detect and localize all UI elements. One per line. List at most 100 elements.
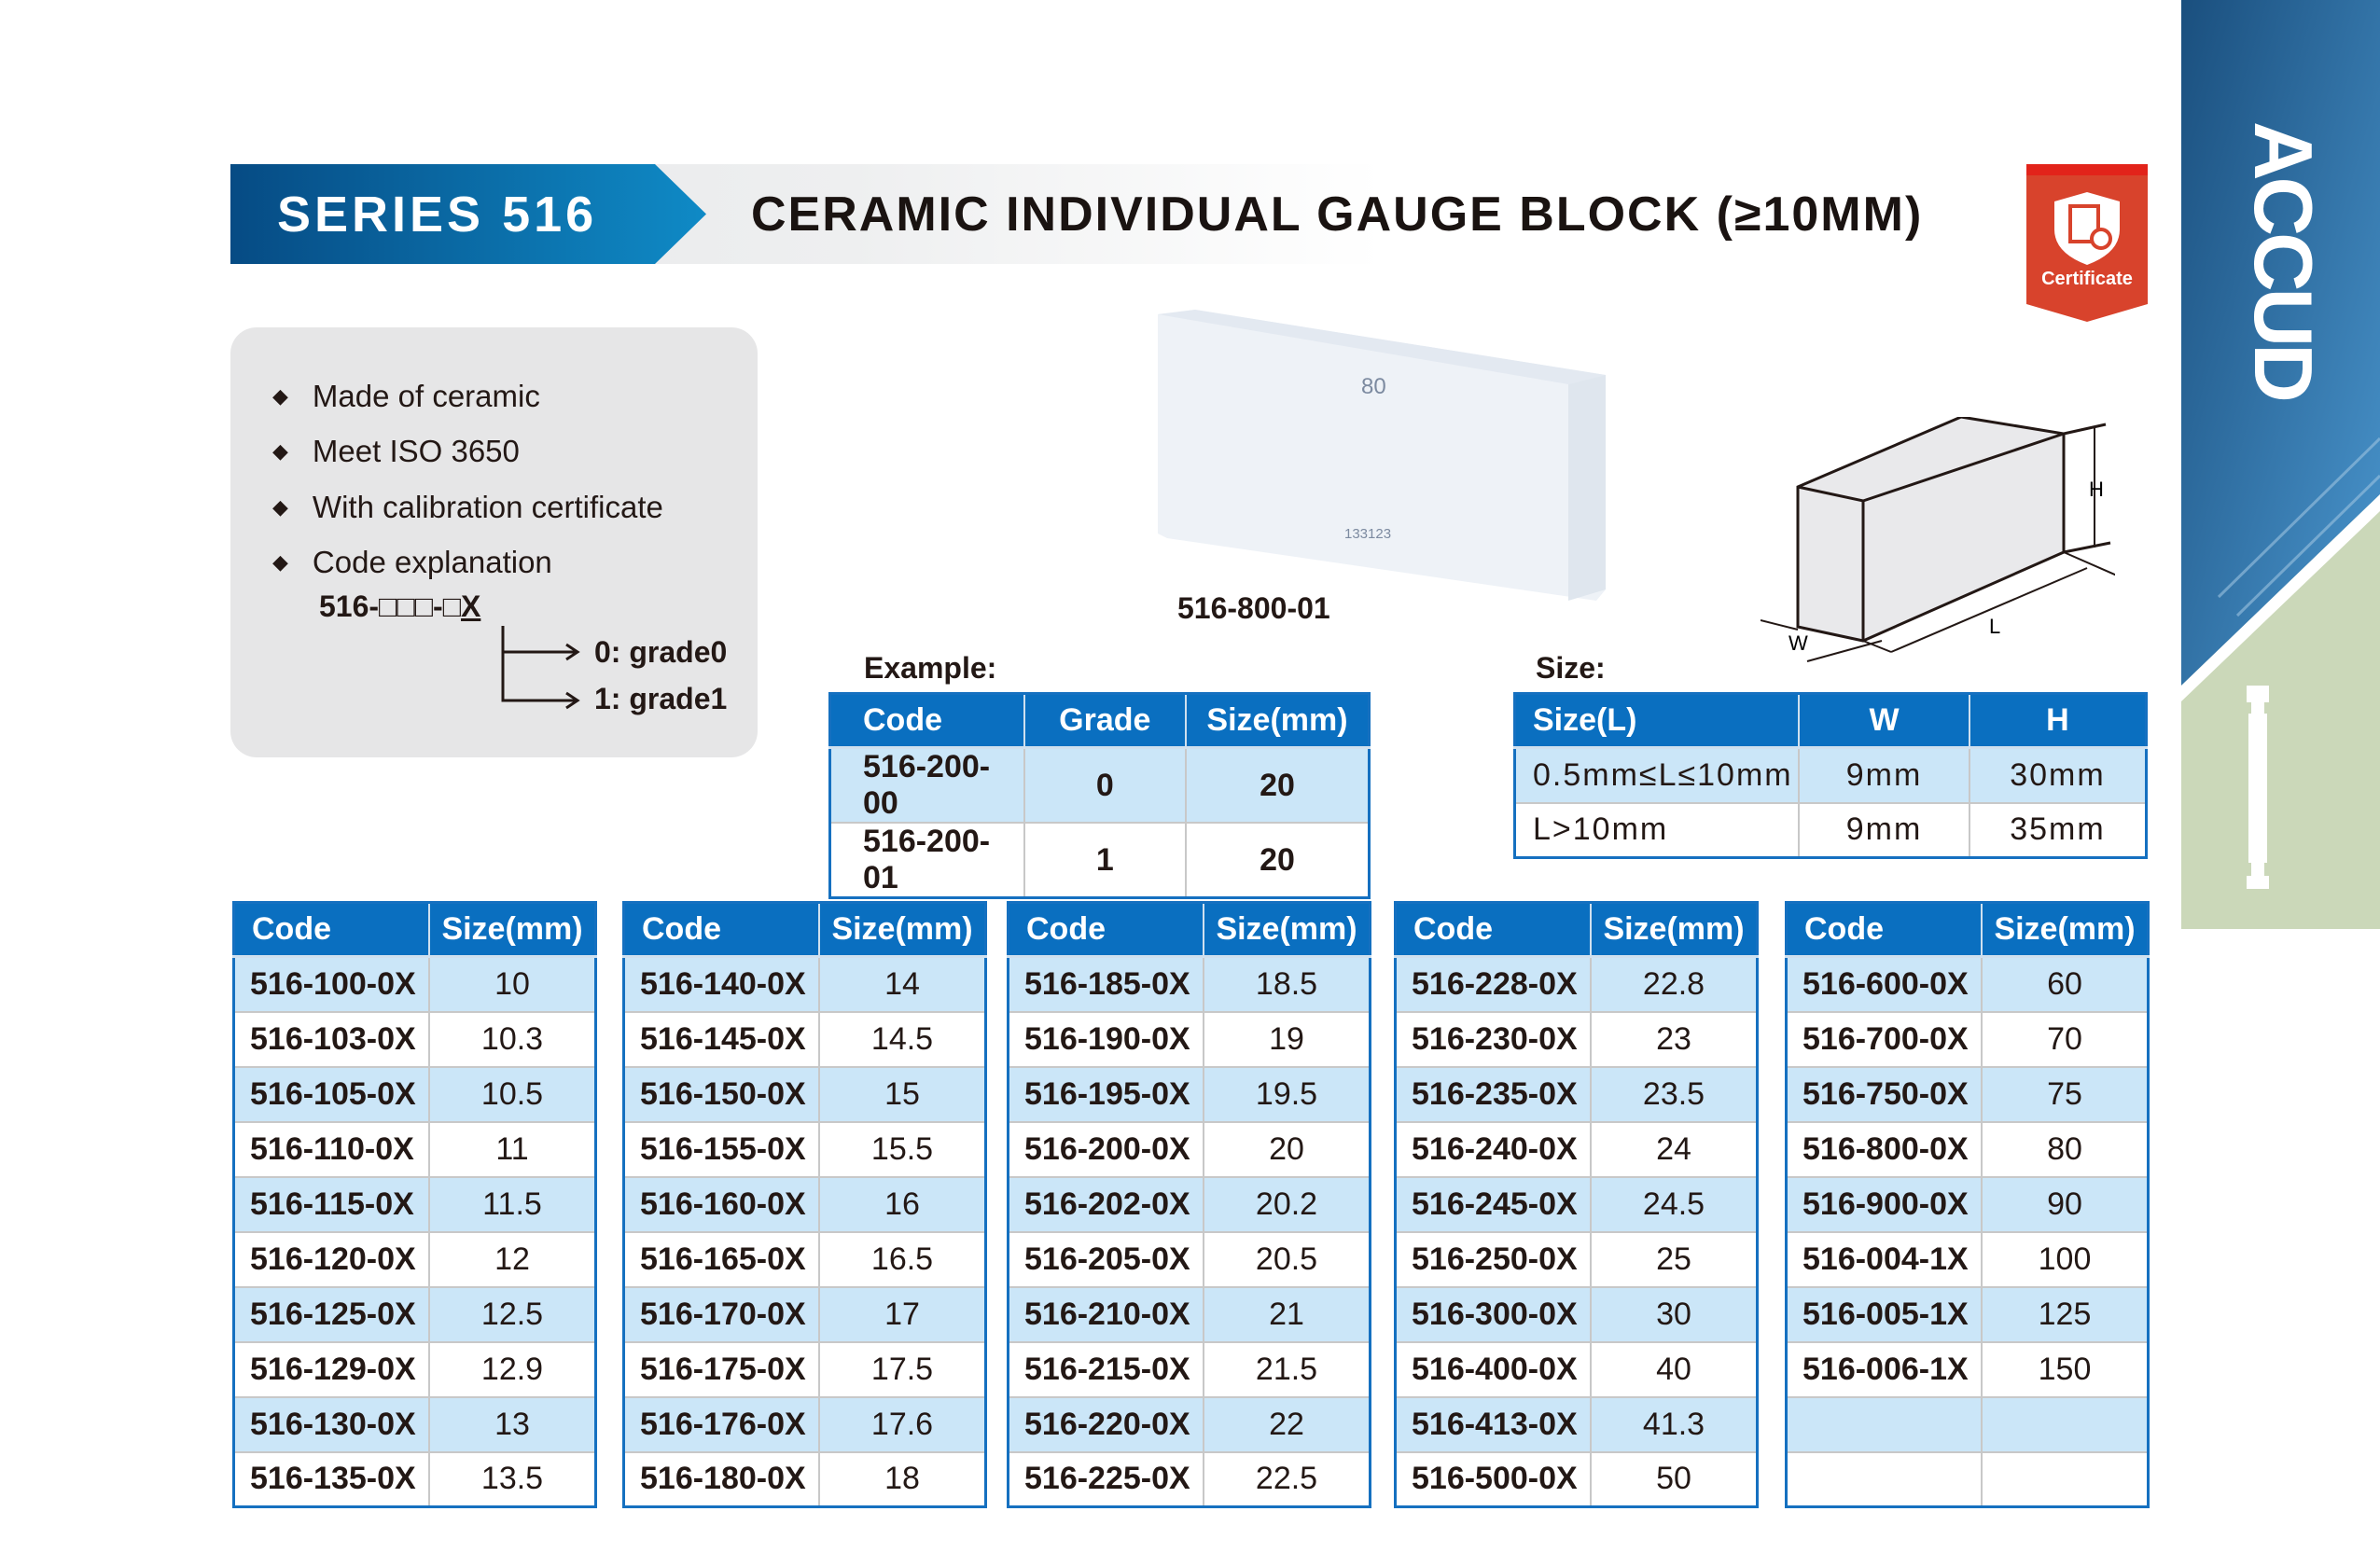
table-row: 516-200-00 0 20 [829,747,1371,824]
size-cell: 14 [819,956,987,1013]
code-cell: 516-100-0X [233,956,431,1013]
code-cell: 516-129-0X [233,1341,431,1398]
table-header-row: Code Size(mm) [1008,902,1371,958]
table-cell: L>10mm [1514,802,1801,859]
catalog-table: Code Size(mm) 516-600-0X 60 516-700-0X 70 516-… [1785,901,2150,1508]
size-label: Size: [1536,651,1606,685]
w-label: W [1788,631,1808,655]
code-pattern-text: 516-□□□-□ [319,589,462,623]
size-cell: 70 [1982,1011,2150,1068]
size-cell: 40 [1591,1341,1759,1398]
diamond-bullet-icon: ◆ [272,495,288,519]
table-row: L>10mm 9mm 35mm [1514,802,2148,859]
table-row: 516-220-0X 22 [1008,1396,1371,1453]
column-header: Code [829,693,1025,749]
table-row: 516-202-0X 20.2 [1008,1176,1371,1233]
feature-text: Made of ceramic [312,379,540,413]
size-cell: 13.5 [429,1451,597,1508]
table-row: 516-135-0X 13.5 [233,1451,597,1508]
code-cell: 516-250-0X [1395,1231,1593,1288]
size-cell: 15.5 [819,1121,987,1178]
size-cell: 21 [1204,1286,1371,1343]
table-row: 516-170-0X 17 [623,1286,987,1343]
size-cell: 17.6 [819,1396,987,1453]
table-row: 516-900-0X 90 [1786,1176,2150,1233]
size-cell: 150 [1982,1341,2150,1398]
feature-item: ◆ With calibration certificate [272,490,663,525]
code-cell: 516-205-0X [1008,1231,1205,1288]
table-row: 516-125-0X 12.5 [233,1286,597,1343]
column-header: Code [233,902,431,958]
catalog-table: Code Size(mm) 516-140-0X 14 516-145-0X 14.5 51… [622,901,987,1508]
table-row: 516-176-0X 17.6 [623,1396,987,1453]
code-cell: 516-105-0X [233,1066,431,1123]
code-cell: 516-400-0X [1395,1341,1593,1398]
column-header: Size(mm) [819,902,987,958]
size-cell: 12.9 [429,1341,597,1398]
code-cell: 516-228-0X [1395,956,1593,1013]
table-row: 516-185-0X 18.5 [1008,956,1371,1013]
table-row: 516-600-0X 60 [1786,956,2150,1013]
table-row [1786,1451,2150,1508]
table-row [1786,1396,2150,1453]
size-cell [1982,1396,2150,1453]
table-row: 516-120-0X 12 [233,1231,597,1288]
code-cell: 516-235-0X [1395,1066,1593,1123]
size-cell: 60 [1982,956,2150,1013]
code-cell: 516-195-0X [1008,1066,1205,1123]
code-cell: 516-185-0X [1008,956,1205,1013]
table-header-row: Code Size(mm) [623,902,987,958]
size-cell: 14.5 [819,1011,987,1068]
code-cell: 516-120-0X [233,1231,431,1288]
code-cell: 516-700-0X [1786,1011,1983,1068]
table-header-row: Code Size(mm) [1395,902,1759,958]
size-cell: 15 [819,1066,987,1123]
size-cell: 90 [1982,1176,2150,1233]
code-cell: 516-145-0X [623,1011,821,1068]
table-row: 516-200-01 1 20 [829,823,1371,899]
code-cell: 516-115-0X [233,1176,431,1233]
catalog-table: Code Size(mm) 516-228-0X 22.8 516-230-0X 23 51… [1394,901,1759,1508]
size-cell: 41.3 [1591,1396,1759,1453]
code-cell: 516-215-0X [1008,1341,1205,1398]
table-row: 516-210-0X 21 [1008,1286,1371,1343]
code-cell: 516-135-0X [233,1451,431,1508]
table-row: 516-004-1X 100 [1786,1231,2150,1288]
table-header-row: Code Size(mm) [233,902,597,958]
size-cell: 10.5 [429,1066,597,1123]
table-row: 516-005-1X 125 [1786,1286,2150,1343]
code-cell [1786,1451,1983,1508]
size-cell: 11 [429,1121,597,1178]
code-cell: 516-110-0X [233,1121,431,1178]
table-cell: 516-200-01 [829,823,1025,899]
brand-background [2181,0,2380,889]
table-row: 516-103-0X 10.3 [233,1011,597,1068]
l-label: L [1989,615,2000,638]
table-cell: 20 [1185,747,1371,824]
table-row: 516-235-0X 23.5 [1395,1066,1759,1123]
table-cell: 516-200-00 [829,747,1025,824]
page-title: CERAMIC INDIVIDUAL GAUGE BLOCK (≥10MM) [751,187,1924,242]
code-cell: 516-245-0X [1395,1176,1593,1233]
code-cell: 516-140-0X [623,956,821,1013]
size-table: Size(L) W H 0.5mm≤L≤10mm 9mm 30mm L>10mm 9mm 35m… [1513,692,2148,859]
table-cell: 35mm [1969,802,2148,859]
table-row: 516-225-0X 22.5 [1008,1451,1371,1508]
table-row: 516-100-0X 10 [233,956,597,1013]
code-cell: 516-600-0X [1786,956,1983,1013]
column-header: Code [1008,902,1205,958]
code-cell: 516-160-0X [623,1176,821,1233]
size-cell: 20 [1204,1121,1371,1178]
size-cell: 50 [1591,1451,1759,1508]
size-cell: 20.5 [1204,1231,1371,1288]
size-cell: 12 [429,1231,597,1288]
code-cell: 516-900-0X [1786,1176,1983,1233]
h-label: H [2089,478,2104,501]
size-cell: 22.8 [1591,956,1759,1013]
size-cell: 20.2 [1204,1176,1371,1233]
code-cell: 516-240-0X [1395,1121,1593,1178]
branch-arrows-icon [501,626,580,710]
catalog-table: Code Size(mm) 516-100-0X 10 516-103-0X 10.3 51… [232,901,597,1508]
size-cell: 10.3 [429,1011,597,1068]
size-cell: 17.5 [819,1341,987,1398]
